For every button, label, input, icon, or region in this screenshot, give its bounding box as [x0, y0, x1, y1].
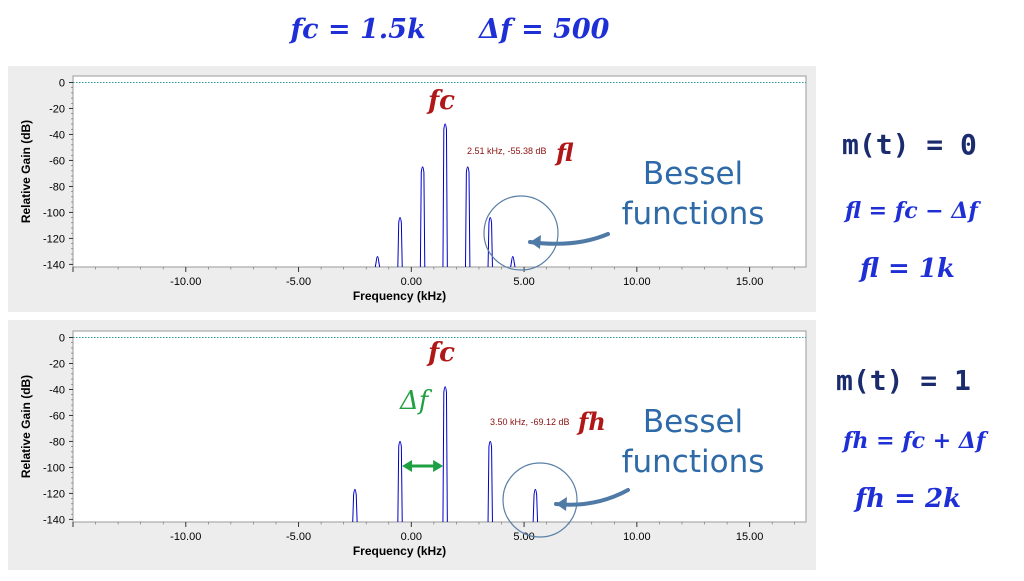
x-tick-label: 5.00 [513, 531, 534, 543]
spectral-peak [510, 256, 516, 268]
y-tick-label: -140 [43, 514, 65, 526]
plot-area [72, 330, 807, 523]
y-tick-label: -40 [49, 129, 65, 141]
y-tick-label: -100 [43, 462, 65, 474]
spectral-peak [464, 166, 471, 268]
spectral-peak [419, 166, 426, 268]
y-tick-label: -80 [49, 436, 65, 448]
y-tick-label: -80 [49, 181, 65, 193]
cursor-readout-bottom: 3.50 kHz, -69.12 dB [490, 417, 570, 427]
y-tick-label: 0 [59, 332, 65, 344]
spectral-peak [487, 440, 493, 523]
y-tick-label: 0 [59, 77, 65, 89]
y-tick-label: -120 [43, 488, 65, 500]
x-axis-label: Frequency (kHz) [353, 289, 446, 303]
spectral-peak [397, 217, 403, 268]
y-tick-label: -120 [43, 233, 65, 245]
x-tick-label: 15.00 [736, 531, 764, 543]
x-tick-label: -5.00 [286, 531, 311, 543]
carrier-label-bottom: fc [428, 338, 456, 368]
fl-label-top: fl [556, 138, 574, 167]
x-tick-label: -10.00 [170, 531, 201, 543]
delta-f-equation: Δf = 500 [479, 14, 610, 45]
mt-one-label: m(t) = 1 [836, 364, 971, 397]
y-tick-label: -20 [49, 103, 65, 115]
delta-f-arrow-head-right [433, 460, 444, 472]
mt-zero-label: m(t) = 0 [842, 128, 977, 161]
title-equation: fc = 1.5k Δf = 500 [0, 14, 900, 45]
y-tick-label: -140 [43, 259, 65, 271]
x-tick-label: 10.00 [623, 531, 651, 543]
y-axis-label: Relative Gain (dB) [19, 120, 33, 223]
fl-equation: fl = fc − Δf [845, 198, 978, 224]
cursor-readout-top: 2.51 kHz, -55.38 dB [467, 146, 547, 156]
x-tick-label: 15.00 [736, 276, 764, 288]
x-tick-label: -10.00 [170, 276, 201, 288]
x-tick-label: -5.00 [286, 276, 311, 288]
y-tick-label: -40 [49, 384, 65, 396]
spectral-peak [442, 386, 448, 523]
y-tick-label: -60 [49, 155, 65, 167]
delta-f-arrow-head-left [402, 460, 413, 472]
bessel-highlight-circle [483, 195, 559, 271]
y-tick-label: -60 [49, 410, 65, 422]
spectral-peak [397, 440, 403, 523]
x-tick-label: 0.00 [401, 276, 422, 288]
bessel-arrow-head [556, 497, 567, 511]
spectral-peak [442, 123, 448, 268]
fh-label-bottom: fh [578, 407, 606, 436]
delta-f-label: Δf [400, 386, 429, 416]
fh-result: fh = 2k [855, 484, 962, 514]
spectral-peak [532, 488, 539, 523]
fc-equation: fc = 1.5k [290, 14, 426, 45]
spectral-peak [352, 488, 358, 523]
fh-equation: fh = fc + Δf [843, 428, 986, 454]
x-tick-label: 10.00 [623, 276, 651, 288]
x-tick-label: 0.00 [401, 531, 422, 543]
x-axis-label: Frequency (kHz) [353, 544, 446, 558]
y-axis-label: Relative Gain (dB) [19, 375, 33, 478]
y-tick-label: -100 [43, 207, 65, 219]
bessel-label-bottom: Bessel functions [621, 404, 765, 480]
carrier-label-top: fc [428, 86, 456, 116]
plot-area [72, 75, 807, 268]
spectral-peak [374, 256, 381, 268]
bessel-label-top: Bessel functions [621, 156, 765, 232]
fl-result: fl = 1k [860, 254, 955, 284]
spectral-peak [487, 217, 493, 268]
bessel-arrow-head [530, 235, 541, 249]
x-tick-label: 5.00 [513, 276, 534, 288]
y-tick-label: -20 [49, 358, 65, 370]
bessel-highlight-circle [502, 462, 578, 538]
